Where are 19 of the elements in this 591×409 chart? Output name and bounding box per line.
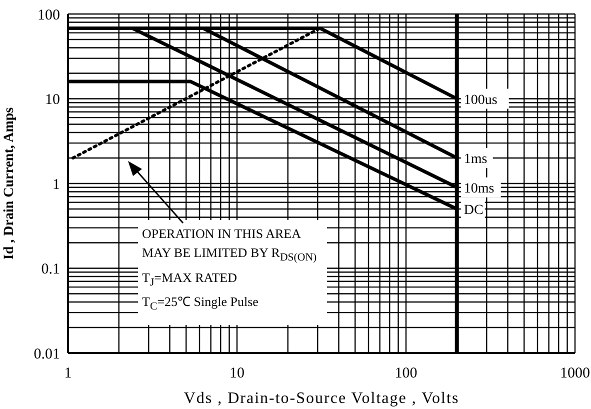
series-label: 1ms <box>464 152 488 167</box>
x-tick-label: 100 <box>394 366 418 382</box>
series-label: DC <box>464 203 484 218</box>
x-tick-label: 1000 <box>560 366 590 382</box>
y-tick-label: 0.01 <box>34 346 60 362</box>
x-axis-title: Vds , Drain-to-Source Voltage , Volts <box>184 390 460 407</box>
annotation: MAY BE LIMITED BY R$_{DS(ON)}$ <box>142 244 317 266</box>
y-tick-label: 10 <box>45 92 60 108</box>
y-axis-title: Id , Drain Current, Amps <box>2 106 17 260</box>
x-tick-label: 1 <box>64 366 72 382</box>
series-label: 10ms <box>464 181 494 196</box>
y-tick-label: 100 <box>38 7 60 24</box>
series-label: 100us <box>464 92 498 108</box>
x-tick-label: 10 <box>230 366 244 382</box>
y-tick-label: 0.1 <box>41 262 60 278</box>
annotation: T$_{C}$=25℃ Single Pulse <box>142 293 260 315</box>
annotation: OPERATION IN THIS AREA <box>142 225 302 243</box>
annotation: T$_{J}$=MAX RATED <box>142 268 238 290</box>
y-tick-label: 1 <box>52 176 60 193</box>
